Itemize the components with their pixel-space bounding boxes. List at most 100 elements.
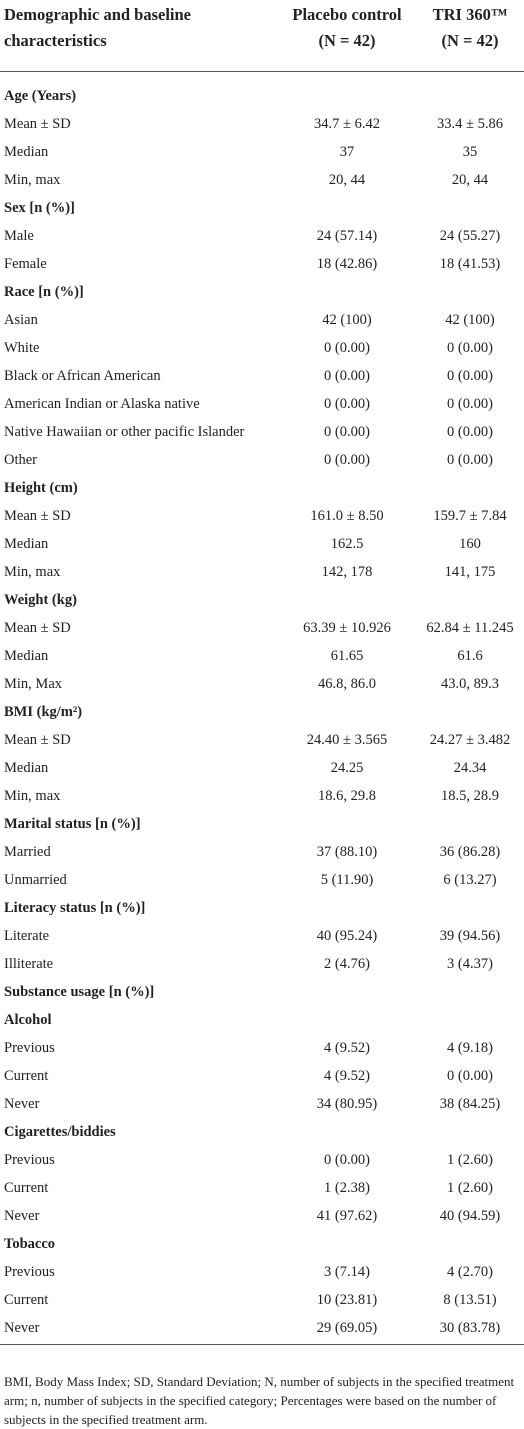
row-label: Never: [4, 1320, 40, 1336]
cell-value: 37: [339, 144, 355, 160]
row-label: Mean ± SD: [4, 508, 71, 524]
cell-value: 0 (0.00): [324, 368, 370, 384]
section-label: Age (Years): [4, 88, 77, 104]
cell-value: 1 (2.60): [447, 1180, 493, 1196]
column-header: Demographic and baseline characteristics: [4, 5, 192, 50]
cell-value: 46.8, 86.0: [318, 676, 376, 692]
cell-value: 29 (69.05): [316, 1320, 378, 1336]
section-label: Marital status [n (%)]: [4, 816, 141, 832]
cell-value: 18 (41.53): [439, 256, 501, 272]
row-label: White: [4, 340, 40, 356]
row-label: Other: [4, 452, 38, 468]
cell-value: 0 (0.00): [447, 424, 493, 440]
row-label: Min, max: [4, 172, 61, 188]
cell-value: 39 (94.56): [439, 928, 501, 944]
cell-value: 41 (97.62): [316, 1208, 378, 1224]
section-label: Substance usage [n (%)]: [4, 984, 155, 1000]
row-label: Min, Max: [4, 676, 62, 692]
cell-value: 24.40 ± 3.565: [306, 732, 388, 748]
row-label: Asian: [4, 312, 38, 328]
cell-value: 8 (13.51): [443, 1292, 497, 1308]
row-label: Black or African American: [4, 368, 161, 384]
cell-value: 1 (2.38): [324, 1180, 370, 1196]
row-label: Median: [4, 144, 49, 160]
cell-value: 33.4 ± 5.86: [437, 116, 503, 132]
cell-value: 62.84 ± 11.245: [426, 620, 514, 636]
cell-value: 42 (100): [445, 312, 495, 328]
section-label: Weight (kg): [4, 592, 77, 608]
section-label: Alcohol: [4, 1012, 52, 1028]
cell-value: 37 (88.10): [316, 844, 378, 860]
cell-value: 36 (86.28): [439, 844, 501, 860]
cell-value: 24.27 ± 3.482: [429, 732, 511, 748]
cell-value: 63.39 ± 10.926: [303, 620, 391, 636]
row-label: Mean ± SD: [4, 620, 71, 636]
cell-value: 2 (4.76): [324, 956, 370, 972]
row-label: Mean ± SD: [4, 116, 71, 132]
cell-value: 18.6, 29.8: [318, 788, 376, 804]
row-label: Current: [4, 1292, 49, 1308]
cell-value: 4 (2.70): [447, 1264, 493, 1280]
cell-value: 61.6: [457, 648, 483, 664]
cell-value: 0 (0.00): [447, 368, 493, 384]
row-label: Illiterate: [4, 956, 54, 972]
cell-value: 35: [462, 144, 478, 160]
cell-value: 18 (42.86): [316, 256, 378, 272]
row-label: Median: [4, 760, 49, 776]
cell-value: 3 (7.14): [324, 1264, 370, 1280]
row-label: Never: [4, 1208, 40, 1224]
column-title: Placebo control: [292, 5, 402, 24]
section-label: Sex [n (%)]: [4, 200, 75, 216]
cell-value: 43.0, 89.3: [441, 676, 499, 692]
cell-value: 24 (55.27): [439, 228, 501, 244]
cell-value: 4 (9.52): [324, 1040, 370, 1056]
cell-value: 142, 178: [321, 564, 373, 580]
column-subtitle: (N = 42): [318, 31, 376, 50]
header-rule: [0, 71, 524, 72]
footnote: BMI, Body Mass Index; SD, Standard Devia…: [4, 1374, 515, 1427]
column-header: TRI 360™ (N = 42): [418, 2, 522, 54]
cell-value: 4 (9.52): [324, 1068, 370, 1084]
cell-value: 141, 175: [444, 564, 496, 580]
column-title: TRI 360™: [432, 5, 508, 24]
row-label: Median: [4, 648, 49, 664]
cell-value: 162.5: [330, 536, 364, 552]
row-label: Min, max: [4, 564, 61, 580]
cell-value: 24.34: [453, 760, 487, 776]
row-label: Mean ± SD: [4, 732, 71, 748]
cell-value: 4 (9.18): [447, 1040, 493, 1056]
row-label: Literate: [4, 928, 50, 944]
row-label: Female: [4, 256, 47, 272]
cell-value: 3 (4.37): [447, 956, 493, 972]
cell-value: 0 (0.00): [447, 452, 493, 468]
row-label: Current: [4, 1180, 49, 1196]
row-label: Never: [4, 1096, 40, 1112]
row-label: Male: [4, 228, 34, 244]
cell-value: 0 (0.00): [324, 340, 370, 356]
column-subtitle: (N = 42): [441, 31, 499, 50]
cell-value: 20, 44: [451, 172, 489, 188]
cell-value: 0 (0.00): [324, 1152, 370, 1168]
cell-value: 38 (84.25): [439, 1096, 501, 1112]
row-label: Married: [4, 844, 51, 860]
cell-value: 10 (23.81): [316, 1292, 378, 1308]
section-label: BMI (kg/m²): [4, 704, 83, 720]
cell-value: 34.7 ± 6.42: [314, 116, 380, 132]
cell-value: 40 (94.59): [439, 1208, 501, 1224]
cell-value: 161.0 ± 8.50: [310, 508, 384, 524]
cell-value: 0 (0.00): [447, 340, 493, 356]
cell-value: 61.65: [330, 648, 364, 664]
cell-value: 24 (57.14): [316, 228, 378, 244]
row-label: Unmarried: [4, 872, 67, 888]
row-label: American Indian or Alaska native: [4, 396, 200, 412]
cell-value: 18.5, 28.9: [441, 788, 499, 804]
row-label: Min, max: [4, 788, 61, 804]
column-header: Placebo control (N = 42): [262, 2, 432, 54]
cell-value: 20, 44: [328, 172, 366, 188]
row-label: Current: [4, 1068, 49, 1084]
cell-value: 30 (83.78): [439, 1320, 501, 1336]
cell-value: 1 (2.60): [447, 1152, 493, 1168]
row-label: Median: [4, 536, 49, 552]
cell-value: 42 (100): [322, 312, 372, 328]
